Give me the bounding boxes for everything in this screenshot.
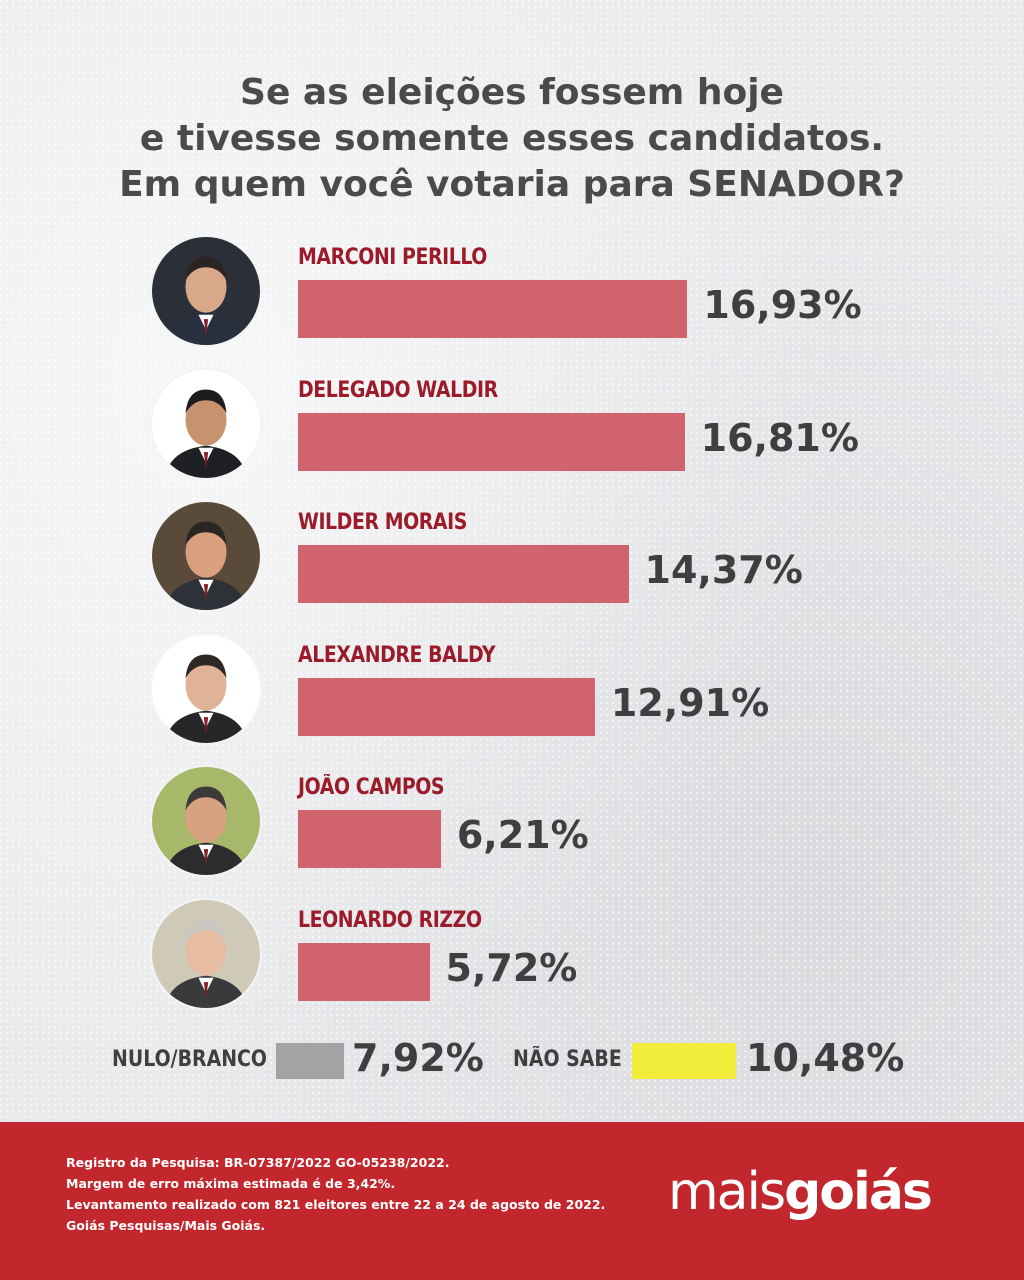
data-label: 14,37% <box>644 548 803 592</box>
survey-source: Goiás Pesquisas/Mais Goiás. <box>66 1218 266 1233</box>
bar-leonardo-rizzo <box>298 942 430 1001</box>
bar-marconi-perillo <box>298 280 688 338</box>
title-line-1: Se as eleições fossem hoje <box>240 72 784 113</box>
footer-banner: Registro da Pesquisa: BR-07387/2022 GO-0… <box>0 1122 1024 1280</box>
nulo-branco-value: 7,92% <box>352 1036 484 1080</box>
person-icon <box>152 369 260 478</box>
maisgoias-logo: maisgoiás <box>668 1162 933 1222</box>
data-label: 16,81% <box>700 415 859 460</box>
title-line-3: Em quem você votaria para SENADOR? <box>119 164 905 205</box>
person-icon <box>152 767 260 875</box>
candidate-photo-alexandre-baldy <box>150 632 262 745</box>
margin-of-error: Margem de erro máxima estimada é de 3,42… <box>66 1176 396 1191</box>
bar-alexandre-baldy <box>298 677 595 736</box>
candidate-photo-delegado-waldir <box>150 367 262 480</box>
candidate-photo-leonardo-rizzo <box>150 897 262 1010</box>
candidate-photo-marconi-perillo <box>150 235 262 347</box>
nao-sabe-value: 10,48% <box>746 1036 905 1080</box>
nulo-branco-swatch <box>276 1043 344 1079</box>
bar-joao-campos <box>298 810 441 868</box>
data-label: 6,21% <box>456 813 589 857</box>
candidate-name: MARCONI PERILLO <box>298 245 487 270</box>
nao-sabe-label: NÃO SABE <box>513 1047 622 1072</box>
candidate-name: WILDER MORAIS <box>298 510 467 535</box>
person-icon <box>152 899 260 1008</box>
data-label: 16,93% <box>703 283 862 327</box>
candidate-name: LEONARDO RIZZO <box>298 907 482 933</box>
title-line-2: e tivesse somente esses candidatos. <box>139 118 885 159</box>
person-icon <box>152 502 260 610</box>
survey-registration: Registro da Pesquisa: BR-07387/2022 GO-0… <box>66 1155 450 1170</box>
person-icon <box>152 237 260 345</box>
survey-notes: Registro da Pesquisa: BR-07387/2022 GO-0… <box>66 1152 605 1236</box>
candidate-name: JOÃO CAMPOS <box>298 775 445 800</box>
bar-chart: MARCONI PERILLO 16,93% DELEGADO WALDIR 16,8… <box>150 235 862 1010</box>
chart-title: Se as eleições fossem hoje e tivesse som… <box>0 70 1024 208</box>
person-icon <box>152 634 260 743</box>
candidate-photo-wilder-morais <box>150 500 262 612</box>
bar-delegado-waldir <box>298 412 685 471</box>
candidate-photo-joao-campos <box>150 765 262 877</box>
survey-sample: Levantamento realizado com 821 eleitores… <box>66 1197 606 1212</box>
data-label: 5,72% <box>445 945 578 990</box>
bar-wilder-morais <box>298 545 629 603</box>
data-label: 12,91% <box>610 680 770 725</box>
candidate-name: DELEGADO WALDIR <box>298 377 498 403</box>
candidate-name: ALEXANDRE BALDY <box>298 642 496 668</box>
nao-sabe-swatch <box>632 1043 736 1079</box>
nulo-branco-label: NULO/BRANCO <box>112 1047 268 1072</box>
